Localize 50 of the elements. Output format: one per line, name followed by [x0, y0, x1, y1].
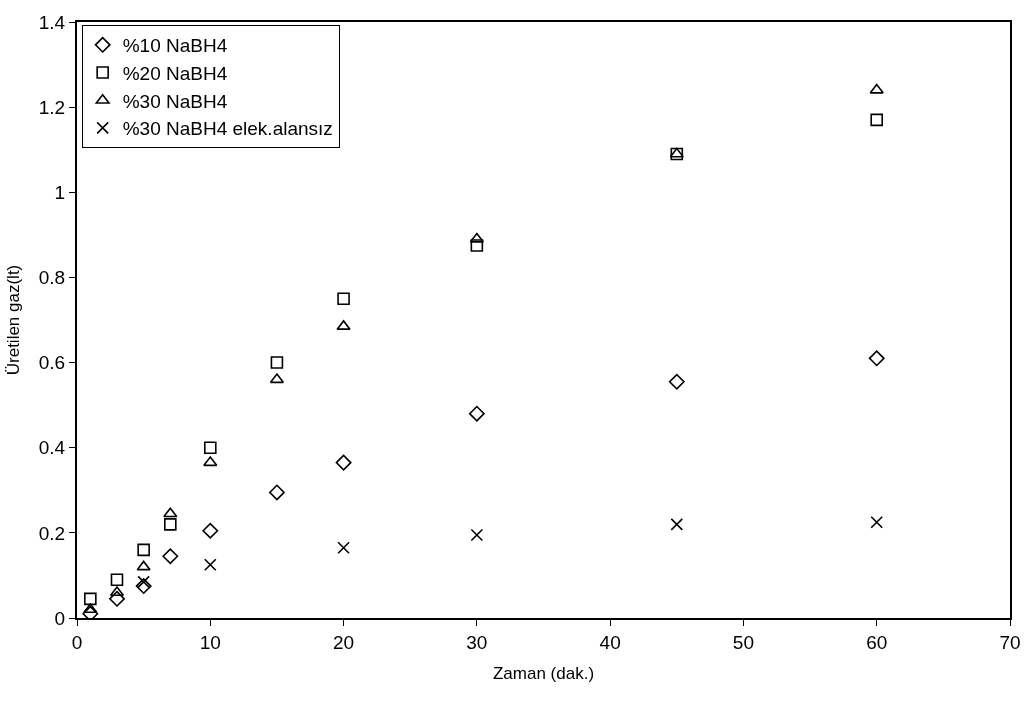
x-tick-label: 40	[599, 631, 621, 653]
x-axis-title: Zaman (dak.)	[492, 663, 595, 683]
y-tick-label: 0.4	[38, 437, 66, 459]
point	[468, 405, 485, 422]
point	[83, 603, 98, 614]
point	[870, 515, 884, 529]
x-tick-label: 30	[466, 631, 488, 653]
point	[335, 454, 352, 471]
point	[202, 522, 219, 539]
y-axis-title: Üretilen gaz(lt)	[3, 264, 23, 376]
point	[203, 456, 218, 467]
point	[136, 560, 151, 571]
y-tick-label: 0.2	[38, 522, 66, 544]
y-tick-label: 1	[54, 181, 66, 203]
point	[137, 543, 150, 557]
y-tick-label: 1.4	[38, 11, 66, 33]
x-tick-label: 20	[333, 631, 355, 653]
point	[84, 592, 97, 606]
x-tick-label: 0	[71, 631, 83, 653]
y-tick-label: 0.8	[38, 267, 66, 289]
legend-label: %10 NaBH4	[122, 35, 228, 57]
x-tick-label: 70	[999, 631, 1021, 653]
point	[869, 83, 884, 94]
y-tick-label: 1.2	[38, 96, 66, 118]
point	[137, 575, 150, 589]
point	[337, 541, 350, 555]
point	[164, 518, 177, 531]
legend-label: %30 NaBH4	[122, 90, 228, 112]
legend-label: %20 NaBH4	[122, 62, 228, 84]
point	[203, 441, 217, 455]
point	[868, 350, 885, 367]
point	[337, 292, 350, 306]
y-tick-label: 0.6	[38, 352, 66, 374]
point	[670, 518, 684, 531]
legend-label: %30 NaBH4 elek.alansız	[122, 118, 333, 140]
x-tick-label: 50	[732, 631, 754, 653]
y-tick-label: 0	[54, 607, 66, 629]
point	[270, 356, 284, 369]
point	[203, 558, 217, 572]
x-tick-label: 60	[866, 631, 888, 653]
x-tick-label: 10	[199, 631, 221, 653]
point	[110, 573, 124, 586]
point	[162, 548, 179, 565]
point	[163, 507, 178, 518]
point	[470, 239, 484, 252]
point	[135, 578, 152, 595]
point	[109, 590, 125, 607]
point	[870, 113, 884, 127]
point	[268, 484, 285, 501]
point	[668, 373, 685, 390]
